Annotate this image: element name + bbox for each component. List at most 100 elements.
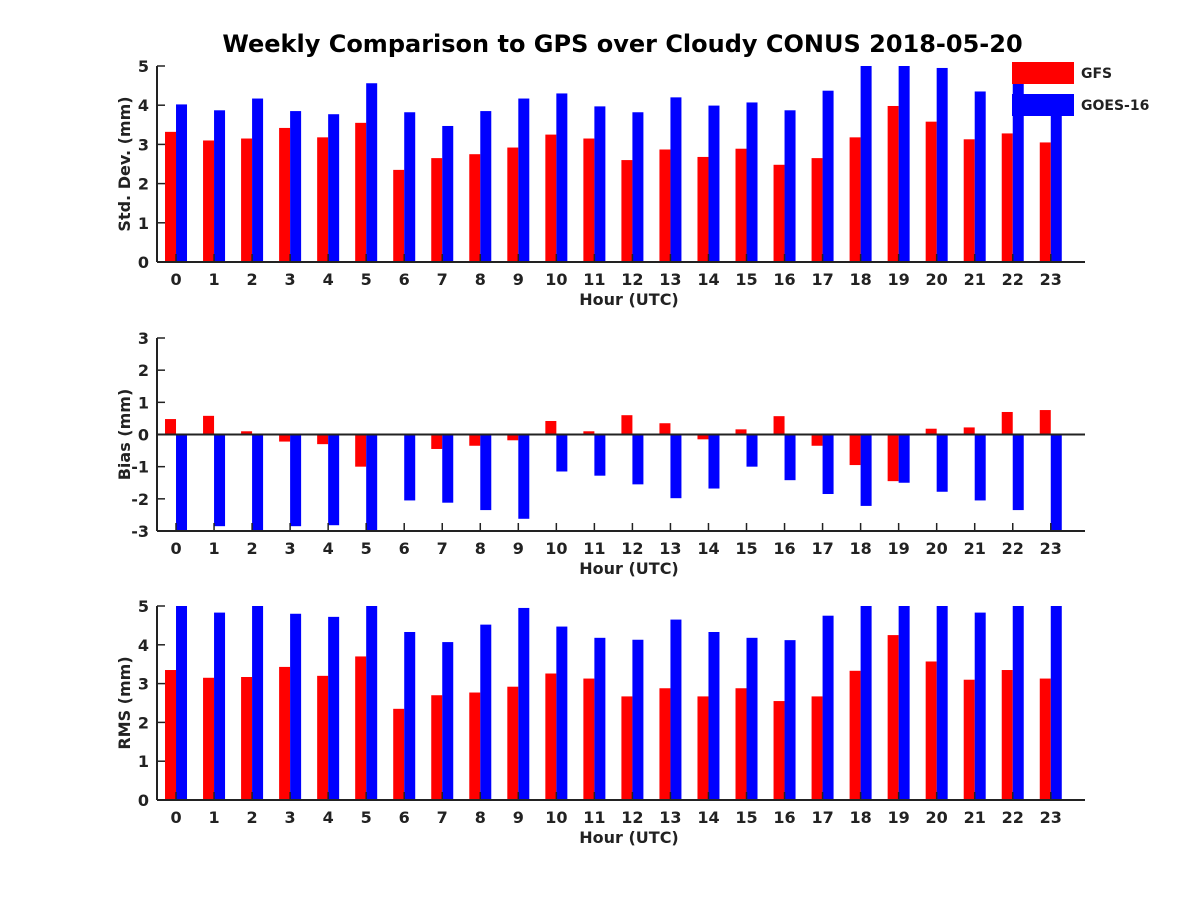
bar-gfs-hour-3 — [279, 434, 291, 442]
bar-goes-16-hour-7 — [442, 125, 454, 262]
bar-gfs-hour-7 — [431, 434, 443, 449]
bar-goes-16-hour-16 — [784, 434, 796, 481]
bar-gfs-hour-20 — [925, 121, 937, 262]
bar-gfs-hour-19 — [887, 635, 899, 800]
y-axis-label: Std. Dev. (mm) — [115, 96, 134, 231]
bar-goes-16-hour-20 — [936, 67, 948, 263]
bar-goes-16-hour-1 — [214, 110, 226, 263]
x-tick-label: 12 — [621, 808, 643, 827]
legend-label: GFS — [1081, 66, 1112, 82]
x-tick-label: 10 — [545, 270, 567, 289]
x-tick-label: 8 — [475, 808, 486, 827]
bar-goes-16-hour-20 — [936, 434, 948, 492]
bar-gfs-hour-13 — [659, 688, 671, 800]
x-tick-label: 0 — [170, 808, 181, 827]
bar-goes-16-hour-7 — [442, 434, 454, 503]
bar-goes-16-hour-21 — [974, 612, 986, 800]
x-tick-label: 15 — [735, 539, 757, 558]
bar-goes-16-hour-20 — [936, 606, 948, 800]
bar-goes-16-hour-3 — [290, 613, 302, 800]
x-tick-label: 11 — [583, 270, 605, 289]
bar-goes-16-hour-12 — [632, 639, 644, 800]
x-tick-label: 3 — [285, 270, 296, 289]
bar-goes-16-hour-23 — [1050, 434, 1062, 531]
x-tick-label: 7 — [437, 270, 448, 289]
bar-goes-16-hour-10 — [556, 626, 568, 800]
bar-gfs-hour-21 — [963, 679, 975, 800]
x-tick-label: 10 — [545, 808, 567, 827]
bar-gfs-hour-5 — [355, 434, 367, 467]
legend-swatch-gfs — [1012, 62, 1074, 84]
bar-goes-16-hour-3 — [290, 434, 302, 527]
x-tick-label: 8 — [475, 539, 486, 558]
bar-goes-16-hour-14 — [708, 631, 720, 800]
y-tick-label: 1 — [138, 393, 149, 412]
y-tick-label: 0 — [138, 426, 149, 445]
y-tick-label: 2 — [138, 175, 149, 194]
bar-gfs-hour-7 — [431, 695, 443, 800]
bar-goes-16-hour-21 — [974, 91, 986, 262]
bar-goes-16-hour-5 — [366, 606, 378, 800]
bar-goes-16-hour-2 — [252, 434, 264, 531]
x-tick-label: 1 — [208, 539, 219, 558]
bar-goes-16-hour-16 — [784, 640, 796, 800]
y-axis-label: RMS (mm) — [115, 656, 134, 749]
bar-gfs-hour-14 — [697, 156, 709, 262]
bar-goes-16-hour-17 — [822, 434, 834, 495]
bar-gfs-hour-23 — [1039, 678, 1051, 800]
bar-gfs-hour-22 — [1001, 411, 1013, 435]
y-tick-label: 4 — [138, 636, 149, 655]
bar-gfs-hour-4 — [317, 675, 329, 800]
x-tick-label: 3 — [285, 808, 296, 827]
bar-gfs-hour-2 — [241, 677, 253, 800]
x-tick-label: 10 — [545, 539, 567, 558]
x-tick-label: 20 — [926, 270, 948, 289]
x-tick-label: 4 — [323, 270, 334, 289]
x-axis-label: Hour (UTC) — [579, 559, 679, 578]
bar-goes-16-hour-15 — [746, 637, 758, 800]
x-tick-label: 22 — [1002, 539, 1024, 558]
y-tick-label: -2 — [131, 490, 149, 509]
bar-goes-16-hour-12 — [632, 434, 644, 485]
x-tick-label: 16 — [773, 270, 795, 289]
bar-goes-16-hour-22 — [1012, 434, 1024, 511]
legend: GFS GOES-16 — [1012, 62, 1149, 116]
x-tick-label: 1 — [208, 808, 219, 827]
y-axis-label: Bias (mm) — [115, 389, 134, 481]
x-tick-label: 1 — [208, 270, 219, 289]
x-tick-label: 11 — [583, 808, 605, 827]
x-tick-label: 9 — [513, 539, 524, 558]
x-tick-label: 13 — [659, 808, 681, 827]
bar-gfs-hour-9 — [507, 686, 519, 800]
bar-gfs-hour-7 — [431, 158, 443, 262]
x-tick-label: 21 — [964, 270, 986, 289]
x-tick-label: 19 — [888, 808, 910, 827]
bar-goes-16-hour-6 — [404, 112, 416, 262]
bar-goes-16-hour-14 — [708, 105, 720, 262]
bar-goes-16-hour-19 — [898, 434, 910, 483]
bar-goes-16-hour-1 — [214, 434, 226, 527]
x-tick-label: 19 — [888, 270, 910, 289]
bar-gfs-hour-15 — [735, 688, 747, 800]
x-tick-label: 6 — [399, 808, 410, 827]
bar-gfs-hour-20 — [925, 661, 937, 800]
x-tick-label: 0 — [170, 539, 181, 558]
bar-goes-16-hour-11 — [594, 637, 606, 800]
x-tick-label: 19 — [888, 539, 910, 558]
bar-gfs-hour-23 — [1039, 142, 1051, 262]
x-tick-label: 18 — [849, 270, 871, 289]
bar-gfs-hour-11 — [583, 678, 595, 800]
x-axis-label: Hour (UTC) — [579, 828, 679, 847]
bar-gfs-hour-13 — [659, 149, 671, 262]
bar-gfs-hour-15 — [735, 148, 747, 262]
bar-gfs-hour-0 — [165, 670, 177, 800]
bar-gfs-hour-3 — [279, 127, 291, 262]
bar-goes-16-hour-18 — [860, 434, 872, 506]
bar-gfs-hour-9 — [507, 147, 519, 262]
bar-goes-16-hour-23 — [1050, 606, 1062, 800]
x-tick-label: 15 — [735, 808, 757, 827]
bar-goes-16-hour-11 — [594, 106, 606, 262]
x-tick-label: 16 — [773, 539, 795, 558]
x-tick-label: 8 — [475, 270, 486, 289]
